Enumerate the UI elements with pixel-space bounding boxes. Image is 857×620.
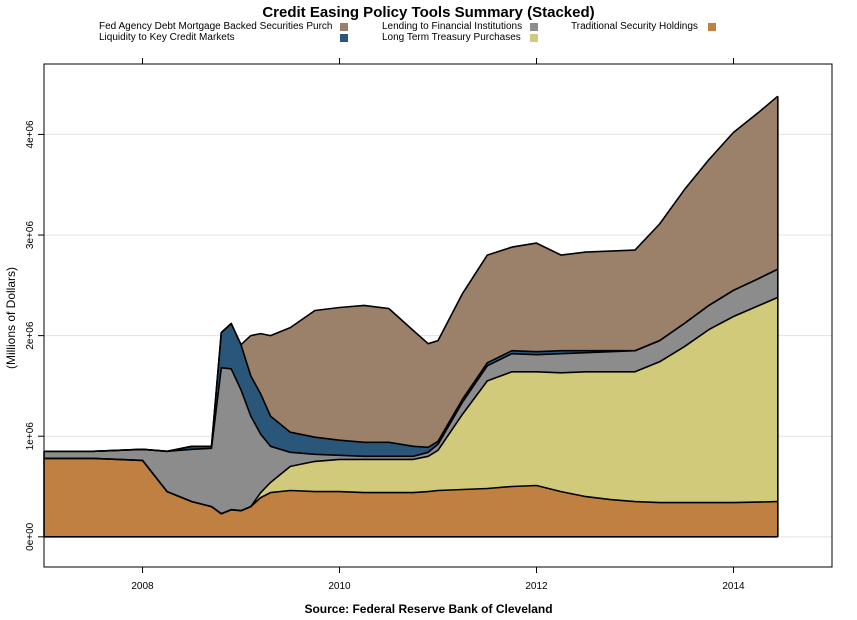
legend-swatch-mbs [340,23,348,31]
x-tick-label-0: 2008 [131,581,154,592]
legend-label-treasury: Long Term Treasury Purchases [382,32,521,43]
legend-label-lending: Lending to Financial Institutions [382,21,523,32]
legend-label-liquidity: Liquidity to Key Credit Markets [99,32,235,43]
area-series-1 [44,297,778,514]
x-tick-label-2: 2012 [525,581,548,592]
y-tick-label-4: 4e+06 [25,120,36,149]
y-tick-label-3: 3e+06 [25,221,36,250]
legend-swatch-traditional [708,23,716,31]
x-tick-label-3: 2014 [722,581,745,592]
legend: Fed Agency Debt Mortgage Backed Securiti… [0,0,857,60]
plot-frame [43,63,833,568]
y-tick-label-2: 2e+06 [25,321,36,350]
area-series-2 [44,269,778,514]
x-axis-label: Source: Federal Reserve Bank of Clevelan… [304,602,553,616]
area-series-4 [44,96,778,452]
legend-swatch-lending [530,23,538,31]
legend-swatch-treasury [530,34,538,42]
y-tick-label-1: 1e+06 [25,422,36,451]
y-axis-label: (Millions of Dollars) [4,267,18,369]
legend-swatch-liquidity [340,34,348,42]
legend-label-mbs: Fed Agency Debt Mortgage Backed Securiti… [99,21,333,32]
x-tick-label-1: 2010 [328,581,351,592]
y-tick-label-0: 0e+00 [25,522,36,551]
boundary-line-4 [44,95,779,453]
legend-label-traditional: Traditional Security Holdings [571,21,698,32]
area-series-0 [44,458,778,537]
chart-title: Credit Easing Policy Tools Summary (Stac… [262,4,595,21]
boundary-line-1 [44,296,779,515]
